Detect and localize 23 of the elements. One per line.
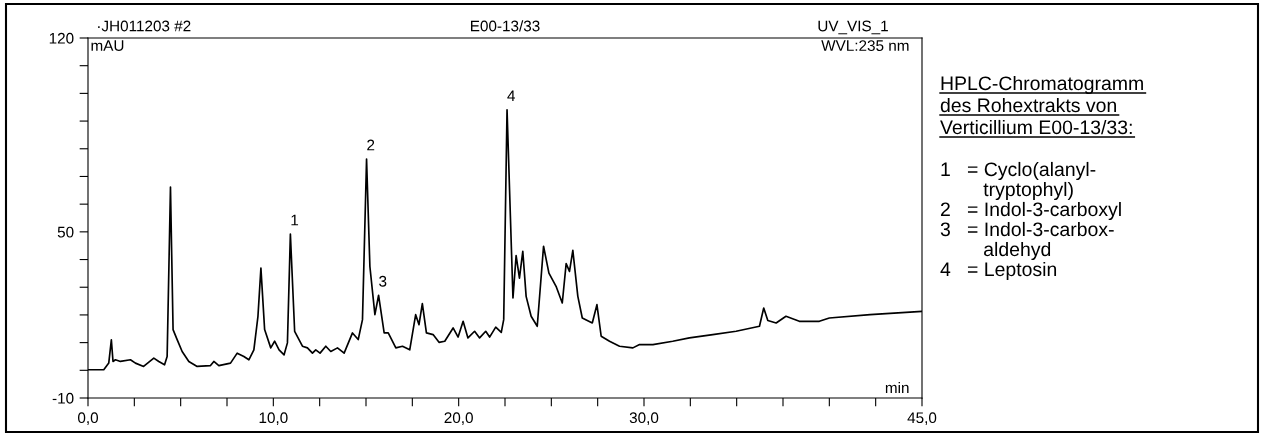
x-tick-label: 10,0: [259, 412, 288, 425]
annotation: 2: [367, 139, 375, 151]
text: UV_VIS_1: [818, 20, 888, 35]
x-tick-label: 45,0: [907, 412, 937, 425]
text: E00-13/33: [471, 20, 540, 32]
text: 3 = Indol-3-carbox- aldehyd: [940, 221, 1114, 261]
y-axis-title: mAU: [91, 40, 124, 52]
x-tick-label: 0,0: [77, 412, 99, 425]
text: 1 = Cyclo(alanyl- tryptophyl): [941, 161, 1096, 201]
annotation: 4: [507, 90, 516, 101]
annotation: 1: [291, 214, 299, 226]
x-axis-title: min: [885, 381, 909, 394]
x-tick-label: 20,0: [444, 412, 473, 425]
text: 4 = Leptosin: [940, 261, 1057, 281]
x-tick-label: 30,0: [629, 412, 659, 425]
y-tick-label: 50: [57, 226, 74, 238]
y-tick-label: 120: [49, 32, 74, 44]
annotation: WVL:235 nm: [821, 40, 909, 52]
y-tick-label: -10: [52, 392, 74, 404]
text: ·JH011203 #2: [98, 20, 191, 32]
text: HPLC-Chromatogramm des Rohextrakts von Verticillium E00-13/33:: [940, 75, 1143, 135]
annotation: 3: [379, 275, 387, 287]
text: 2 = Indol-3-carboxyl: [940, 201, 1121, 221]
